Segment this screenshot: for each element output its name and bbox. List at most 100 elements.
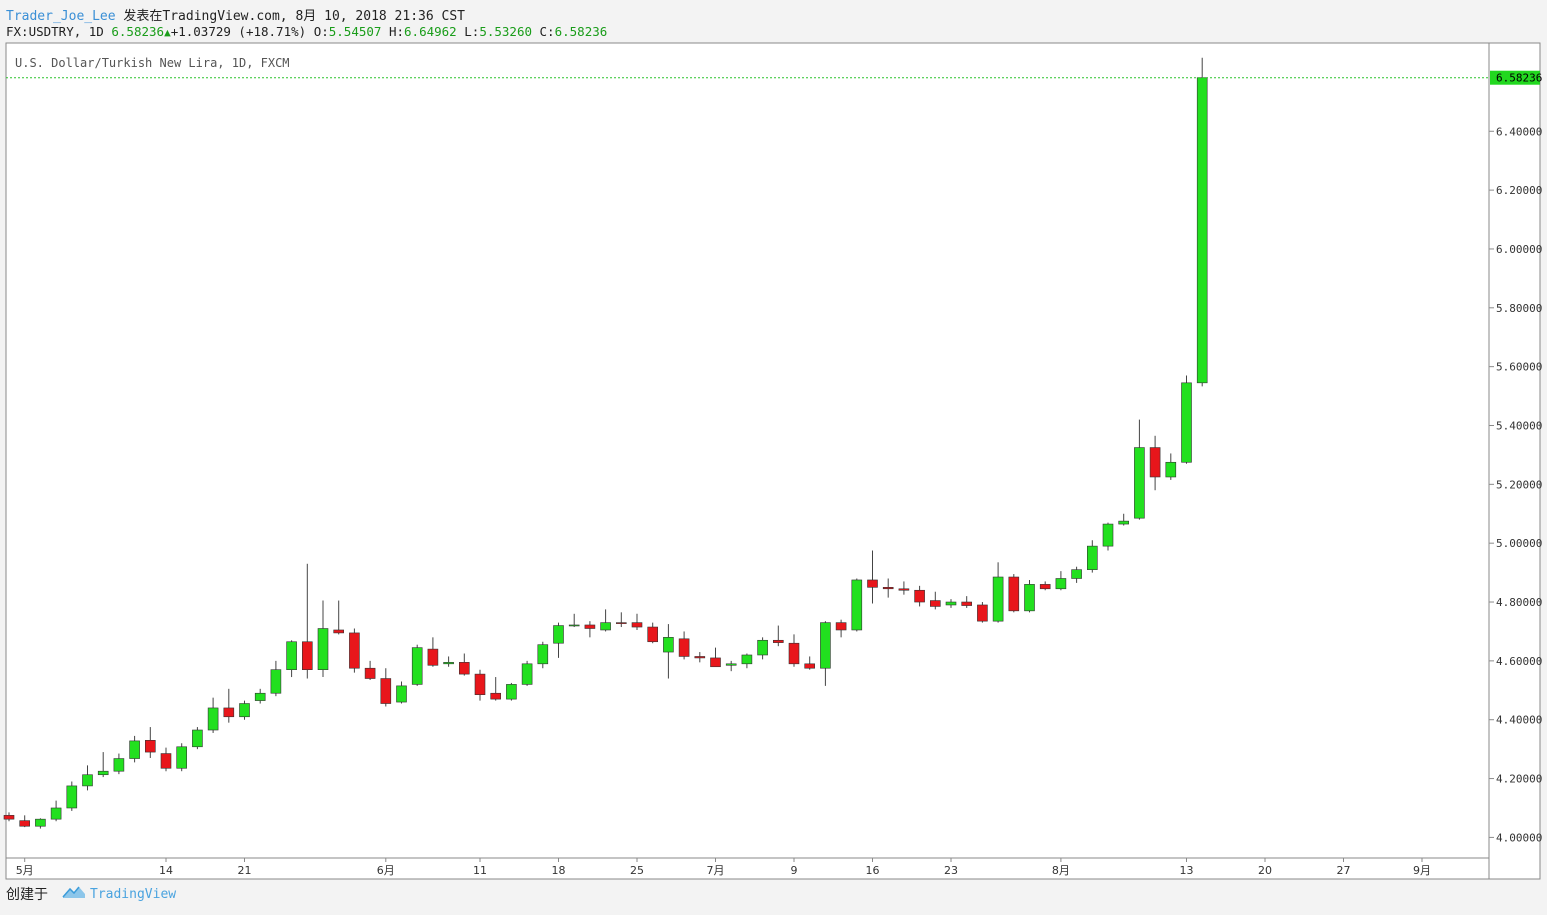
candle[interactable] (835, 619, 847, 638)
candle-body-down (788, 642, 800, 665)
candle[interactable] (506, 682, 517, 701)
candle-body-down (647, 626, 659, 643)
candle[interactable] (317, 600, 329, 678)
candle[interactable] (631, 613, 643, 630)
candle[interactable] (537, 641, 549, 669)
candle[interactable] (239, 700, 250, 720)
candle[interactable] (254, 688, 266, 704)
candle[interactable] (1181, 375, 1192, 464)
candle[interactable] (270, 660, 282, 697)
candle[interactable] (647, 622, 659, 644)
candle[interactable] (710, 647, 721, 668)
candle[interactable] (945, 599, 957, 608)
candle[interactable] (443, 656, 454, 667)
candle[interactable] (694, 652, 706, 663)
candle[interactable] (66, 781, 78, 811)
candle[interactable] (741, 653, 753, 669)
candle[interactable] (914, 585, 925, 607)
candle[interactable] (1087, 540, 1098, 573)
candle[interactable] (788, 634, 800, 667)
candle-body-down (678, 638, 690, 657)
candle[interactable] (349, 628, 360, 673)
candlestick-chart[interactable]: U.S. Dollar/Turkish New Lira, 1D, FXCM 4… (0, 0, 1547, 880)
candle[interactable] (176, 743, 187, 772)
candle[interactable] (568, 613, 580, 628)
candle[interactable] (804, 656, 816, 670)
candle[interactable] (223, 688, 235, 723)
candle-body-down (835, 622, 847, 631)
candle-body-up (1134, 447, 1145, 519)
candle[interactable] (584, 621, 596, 638)
time-tick-label: 11 (473, 864, 487, 877)
candle[interactable] (97, 752, 109, 778)
candle[interactable] (129, 735, 140, 763)
candle[interactable] (427, 637, 439, 667)
candle[interactable] (286, 640, 297, 678)
price-tick-label: 5.40000 (1496, 419, 1542, 432)
candle[interactable] (35, 818, 46, 829)
candle[interactable] (725, 660, 737, 672)
candle-body-down (961, 601, 973, 606)
candle[interactable] (1008, 574, 1020, 613)
candle[interactable] (1165, 453, 1177, 480)
candle[interactable] (1134, 419, 1145, 520)
candle[interactable] (396, 681, 407, 704)
candle-body-down (772, 639, 784, 643)
candle[interactable] (678, 631, 690, 660)
candle[interactable] (50, 800, 62, 822)
candle[interactable] (380, 668, 392, 707)
candle-body-down (380, 678, 392, 704)
candle[interactable] (1102, 522, 1114, 551)
candle[interactable] (364, 660, 376, 680)
candle[interactable] (1055, 571, 1067, 591)
candle[interactable] (19, 815, 31, 828)
candle[interactable] (521, 660, 533, 686)
candle[interactable] (1024, 579, 1035, 613)
time-tick-label: 9 (791, 864, 798, 877)
candle[interactable] (1196, 57, 1208, 387)
tradingview-brand-link[interactable]: TradingView (90, 886, 177, 902)
candle-body-up (1055, 578, 1067, 590)
candle[interactable] (992, 562, 1004, 623)
candle[interactable] (458, 653, 470, 676)
candle-body-up (1181, 382, 1192, 463)
candle[interactable] (1071, 566, 1082, 583)
time-tick-label: 16 (866, 864, 880, 877)
candle[interactable] (160, 747, 172, 772)
candle[interactable] (851, 578, 863, 632)
candle[interactable] (301, 563, 313, 679)
candle[interactable] (615, 612, 627, 628)
candle[interactable] (663, 624, 674, 679)
candle[interactable] (867, 550, 878, 604)
candle[interactable] (553, 622, 564, 658)
candle[interactable] (820, 621, 831, 686)
candle[interactable] (411, 644, 423, 686)
candle[interactable] (1039, 581, 1051, 591)
candle[interactable] (757, 637, 768, 660)
candle[interactable] (474, 669, 486, 701)
candle[interactable] (113, 753, 125, 775)
candle[interactable] (490, 677, 502, 701)
candle[interactable] (192, 727, 203, 750)
author-link[interactable]: Trader_Joe_Lee (6, 9, 116, 24)
candle[interactable] (3, 812, 15, 822)
candle[interactable] (961, 596, 973, 608)
high-value: 6.64962 (404, 24, 457, 39)
candle[interactable] (207, 697, 219, 733)
candle-body-up (741, 654, 753, 665)
candle[interactable] (82, 765, 93, 791)
candle[interactable] (772, 625, 784, 647)
candle-body-up (97, 770, 109, 776)
candle-body-up (129, 740, 140, 759)
candle[interactable] (929, 591, 941, 610)
candle[interactable] (145, 727, 156, 758)
candle[interactable] (333, 600, 345, 635)
candle[interactable] (600, 609, 611, 632)
candle[interactable] (1118, 513, 1129, 526)
candles-group (3, 57, 1208, 829)
candle[interactable] (882, 578, 894, 598)
candle[interactable] (1149, 435, 1161, 491)
candle[interactable] (977, 602, 988, 623)
candle[interactable] (898, 581, 910, 595)
tradingview-logo-icon[interactable] (62, 885, 86, 903)
